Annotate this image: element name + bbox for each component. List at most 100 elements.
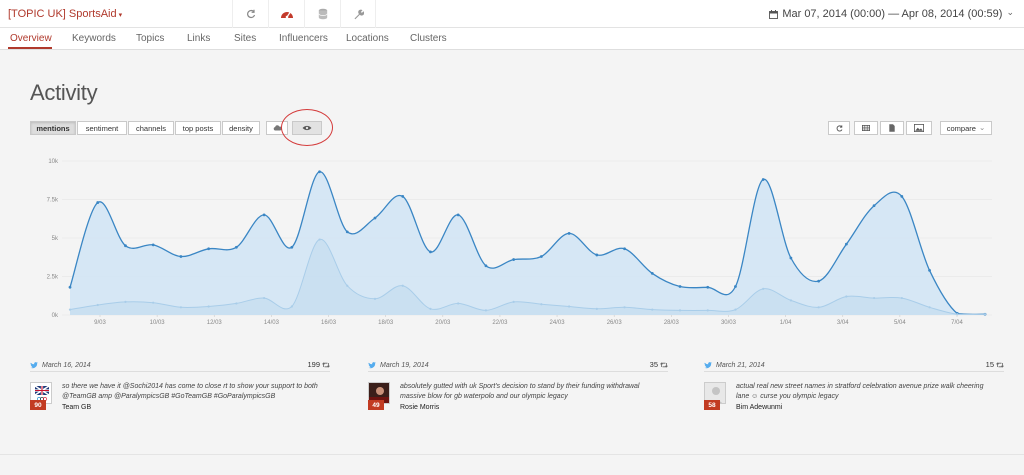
data-point[interactable]: [623, 306, 626, 309]
data-point[interactable]: [928, 268, 931, 272]
data-point[interactable]: [124, 300, 127, 304]
data-point[interactable]: [457, 302, 460, 305]
data-point[interactable]: [678, 309, 682, 312]
data-point[interactable]: [262, 296, 266, 300]
data-point[interactable]: [207, 247, 211, 251]
data-point[interactable]: [512, 258, 516, 261]
data-point[interactable]: [318, 238, 321, 241]
export-image-button[interactable]: [906, 121, 932, 135]
data-point[interactable]: [152, 301, 155, 304]
data-point[interactable]: [734, 285, 737, 288]
post-author[interactable]: Bim Adewunmi: [736, 404, 783, 411]
data-point[interactable]: [318, 170, 321, 174]
data-point[interactable]: [235, 302, 238, 305]
data-point[interactable]: [761, 178, 765, 181]
data-point[interactable]: [540, 303, 543, 306]
data-point[interactable]: [595, 307, 598, 310]
data-point[interactable]: [595, 253, 599, 257]
data-point[interactable]: [96, 303, 99, 307]
data-point[interactable]: [207, 305, 210, 308]
data-point[interactable]: [817, 306, 820, 309]
data-point[interactable]: [456, 213, 460, 217]
data-point[interactable]: [151, 243, 155, 247]
table-view-button[interactable]: [854, 121, 878, 135]
export-document-button[interactable]: [880, 121, 904, 135]
data-point[interactable]: [124, 244, 127, 248]
refresh-button[interactable]: [232, 0, 268, 28]
data-point[interactable]: [401, 195, 405, 198]
data-point[interactable]: [651, 308, 654, 311]
data-point[interactable]: [844, 242, 848, 246]
data-point[interactable]: [900, 296, 903, 300]
tab-locations[interactable]: Locations: [346, 33, 389, 44]
data-point[interactable]: [872, 296, 876, 300]
tab-clusters[interactable]: Clusters: [410, 33, 447, 44]
data-point[interactable]: [484, 264, 488, 268]
data-point[interactable]: [429, 250, 432, 254]
dashboard-button[interactable]: [268, 0, 304, 28]
data-point[interactable]: [789, 299, 793, 302]
data-point[interactable]: [678, 285, 682, 288]
view-sentiment-button[interactable]: sentiment: [77, 121, 127, 135]
date-range-picker[interactable]: Mar 07, 2014 (00:00) — Apr 08, 2014 (00:…: [769, 7, 1014, 20]
data-point[interactable]: [345, 230, 349, 234]
data-point[interactable]: [429, 307, 432, 310]
data-point[interactable]: [373, 297, 377, 300]
data-point[interactable]: [623, 247, 626, 251]
data-point[interactable]: [983, 313, 987, 316]
refresh-icon: [246, 9, 255, 19]
post-author[interactable]: Team GB: [62, 404, 92, 411]
view-channels-button[interactable]: channels: [128, 121, 174, 135]
post-author[interactable]: Rosie Morris: [400, 404, 440, 411]
data-point[interactable]: [956, 313, 959, 316]
data-point[interactable]: [845, 295, 848, 298]
data-point[interactable]: [762, 287, 765, 290]
data-point[interactable]: [290, 305, 293, 308]
data-point[interactable]: [872, 204, 876, 208]
data-point[interactable]: [96, 201, 100, 204]
chart-series: [68, 170, 987, 316]
top-post-card[interactable]: March 21, 2014 15 58 actual real new str…: [704, 358, 1004, 418]
tab-overview[interactable]: Overview: [10, 33, 52, 44]
data-point[interactable]: [706, 285, 710, 289]
database-button[interactable]: [304, 0, 340, 28]
tab-topics[interactable]: Topics: [136, 33, 165, 44]
reload-chart-button[interactable]: [828, 121, 850, 135]
data-point[interactable]: [567, 231, 571, 235]
view-top-posts-button[interactable]: top posts: [175, 121, 221, 135]
data-point[interactable]: [928, 306, 931, 309]
data-point[interactable]: [789, 256, 793, 260]
tab-influencers[interactable]: Influencers: [279, 33, 328, 44]
data-point[interactable]: [539, 255, 543, 258]
data-point[interactable]: [68, 308, 72, 311]
data-point[interactable]: [650, 272, 654, 275]
compare-dropdown[interactable]: compare ⌄: [940, 121, 992, 135]
top-post-card[interactable]: March 16, 2014 199 90 so there we have i…: [30, 358, 330, 418]
data-point[interactable]: [401, 284, 404, 287]
view-mentions-button[interactable]: mentions: [30, 121, 76, 135]
data-point[interactable]: [817, 279, 821, 283]
x-tick-label: 1/04: [780, 320, 792, 326]
data-point[interactable]: [900, 195, 904, 198]
data-point[interactable]: [262, 213, 266, 217]
data-point[interactable]: [734, 308, 737, 311]
data-point[interactable]: [484, 309, 488, 312]
data-point[interactable]: [234, 245, 238, 249]
top-post-card[interactable]: March 19, 2014 35 49 absolutely gutted w…: [368, 358, 668, 418]
settings-button[interactable]: [340, 0, 376, 28]
view-density-button[interactable]: density: [222, 121, 260, 135]
data-point[interactable]: [373, 216, 377, 220]
avatar[interactable]: [30, 382, 52, 404]
data-point[interactable]: [179, 255, 183, 258]
data-point[interactable]: [179, 306, 183, 309]
data-point[interactable]: [290, 245, 294, 249]
tab-sites[interactable]: Sites: [234, 33, 257, 44]
data-point[interactable]: [68, 285, 72, 289]
data-point[interactable]: [567, 305, 571, 308]
project-selector[interactable]: [TOPIC UK] SportsAid ▾: [8, 8, 122, 20]
data-point[interactable]: [346, 284, 349, 287]
data-point[interactable]: [706, 309, 709, 312]
data-point[interactable]: [512, 300, 515, 304]
tab-links[interactable]: Links: [187, 33, 211, 44]
tab-keywords[interactable]: Keywords: [72, 33, 116, 44]
